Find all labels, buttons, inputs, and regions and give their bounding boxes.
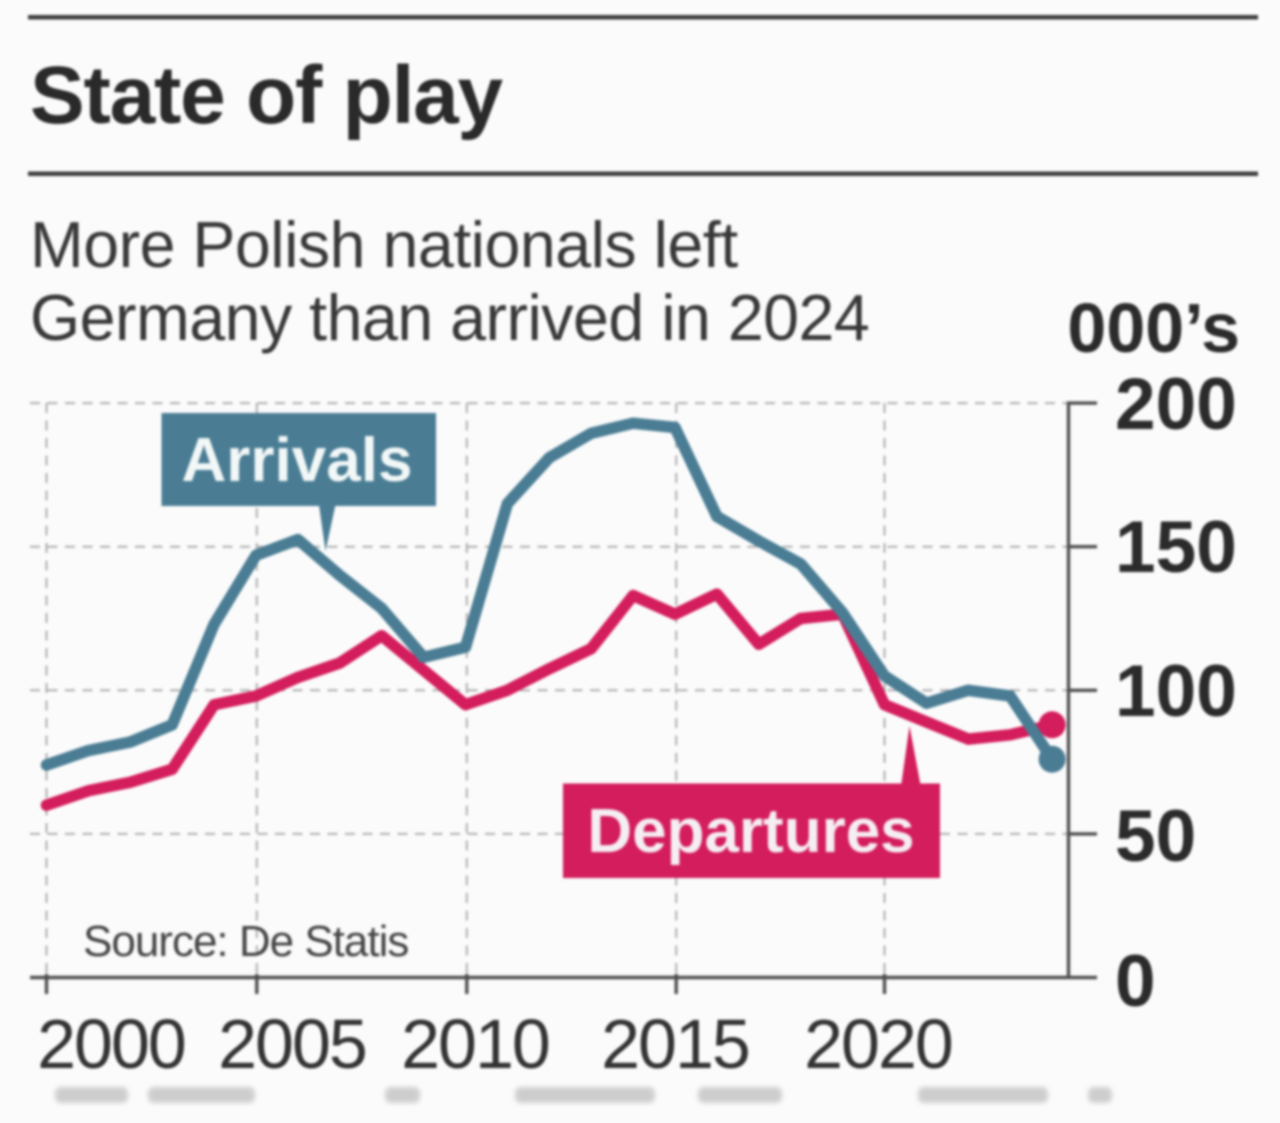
svg-text:Departures: Departures [587,797,914,866]
svg-text:150: 150 [1115,507,1237,588]
svg-text:200: 200 [1115,364,1237,445]
svg-text:More Polish nationals left: More Polish nationals left [30,209,738,281]
svg-text:0: 0 [1115,941,1156,1022]
svg-text:2020: 2020 [804,1005,952,1083]
svg-text:Arrivals: Arrivals [182,426,413,495]
svg-text:50: 50 [1115,796,1196,877]
svg-text:2000: 2000 [37,1005,185,1083]
svg-text:State of play: State of play [30,50,504,141]
svg-text:Source: De Statis: Source: De Statis [83,917,408,966]
svg-text:2010: 2010 [401,1005,549,1083]
svg-text:2005: 2005 [218,1005,366,1083]
svg-text:2015: 2015 [601,1005,749,1083]
svg-text:000’s: 000’s [1067,289,1240,367]
svg-text:100: 100 [1115,651,1237,732]
svg-text:Germany than arrived in 2024: Germany than arrived in 2024 [30,282,869,354]
